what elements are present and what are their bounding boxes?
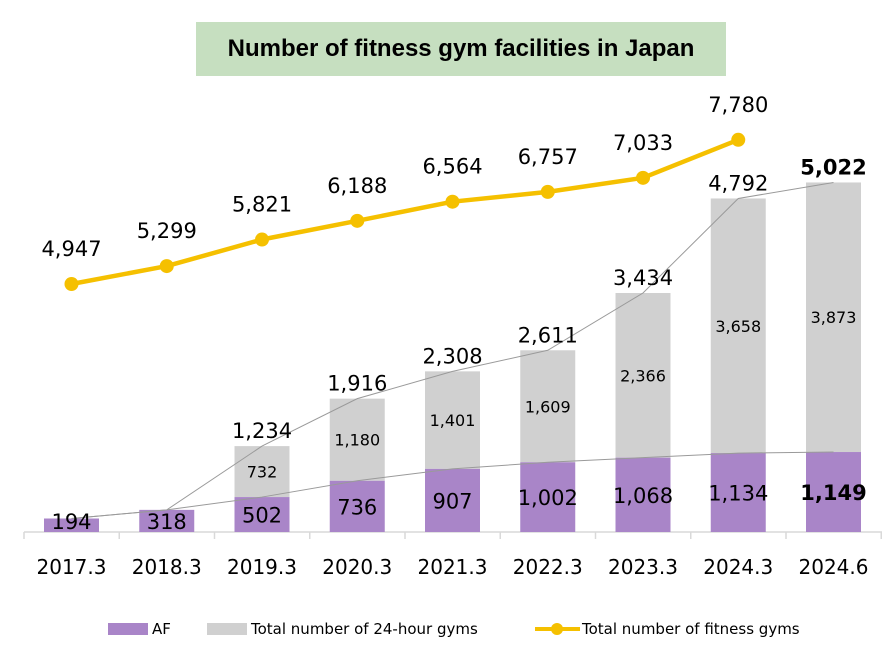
legend-swatch-af: [108, 623, 148, 635]
af-data-label: 1,002: [518, 486, 578, 510]
chart-title: Number of fitness gym facilities in Japa…: [227, 35, 695, 62]
fitness-gyms-point: [64, 277, 79, 291]
af-data-label: 1,134: [708, 482, 768, 506]
fitness-gyms-data-label: 6,188: [327, 174, 387, 198]
fitness-gyms-point: [540, 184, 555, 199]
fitness-gyms-data-label: 7,033: [613, 131, 673, 155]
bar-af: [234, 497, 290, 532]
fitness-gyms-line: [71, 137, 740, 287]
af-data-label: 907: [432, 489, 472, 513]
fitness-gyms-data-label: 7,780: [708, 93, 768, 117]
stack-total-label: 1,916: [327, 372, 387, 396]
24-hour-gyms-data-label: 3,873: [811, 308, 857, 327]
legend-marker-fitness: [551, 623, 563, 635]
bar-24hour-gyms: [710, 198, 766, 454]
24-hour-gyms-data-label: 3,658: [715, 317, 761, 336]
fitness-gyms-point: [445, 194, 460, 209]
stack-total-label: 1,234: [232, 419, 292, 443]
x-tick-label: 2022.3: [513, 555, 583, 579]
bar-af: [520, 462, 576, 532]
stack-total-label: 3,434: [613, 266, 673, 290]
legend-label-af: AF: [152, 620, 171, 638]
bar-24hour-gyms: [615, 292, 671, 458]
bar-af: [806, 452, 861, 532]
24-hour-gyms-data-label: 732: [247, 463, 278, 482]
fitness-gyms-point: [731, 132, 746, 147]
bar-24hour-gyms: [234, 446, 290, 498]
x-tick-label: 2024.6: [799, 555, 869, 579]
legend-label-24hour: Total number of 24-hour gyms: [250, 620, 478, 638]
af-data-label: 318: [147, 510, 187, 534]
bar-af: [615, 457, 671, 532]
fitness-gyms-point: [350, 213, 365, 228]
stack-total-label: 4,792: [708, 171, 768, 195]
x-tick-label: 2019.3: [227, 555, 297, 579]
stack-total-label: 5,022: [800, 155, 866, 179]
x-tick-label: 2018.3: [132, 555, 202, 579]
bar-af: [425, 468, 480, 532]
af-data-label: 502: [242, 504, 282, 528]
fitness-gyms-point: [636, 170, 650, 185]
x-tick-label: 2020.3: [322, 555, 392, 579]
24-hour-gyms-data-label: 1,180: [334, 431, 380, 450]
bar-24hour-gyms: [329, 398, 385, 481]
stack-total-label: 2,308: [422, 344, 482, 368]
fitness-gyms-data-label: 5,299: [137, 219, 197, 243]
bar-24hour-gyms: [425, 371, 480, 469]
chart-title-box: Number of fitness gym facilities in Japa…: [196, 22, 726, 76]
fitness-gyms-data-label: 5,821: [232, 193, 292, 217]
legend-swatch-24hour: [207, 623, 247, 635]
x-tick-label: 2017.3: [37, 555, 107, 579]
bar-24hour-gyms: [806, 182, 861, 453]
af-data-label: 1,068: [613, 484, 673, 508]
x-tick-label: 2023.3: [608, 555, 678, 579]
fitness-gyms-point: [255, 232, 269, 247]
24-hour-gyms-data-label: 1,609: [525, 397, 571, 416]
24-hour-gyms-data-label: 2,366: [620, 366, 666, 385]
bar-24hour-gyms: [520, 350, 576, 463]
af-data-label: 1,149: [800, 481, 866, 505]
bar-af: [139, 509, 195, 532]
fitness-gyms-data-label: 6,564: [422, 155, 482, 179]
fitness-gyms-data-label: 4,947: [41, 237, 101, 261]
fitness-gyms-data-label: 6,757: [518, 145, 578, 169]
af-connector: [71, 451, 834, 519]
x-tick-label: 2021.3: [418, 555, 488, 579]
bar-af: [44, 518, 99, 532]
stack-total-label: 2,611: [518, 323, 578, 347]
bar-af: [710, 453, 766, 532]
stack-total-connector: [71, 181, 834, 519]
fitness-gyms-point: [159, 259, 174, 274]
24-hour-gyms-data-label: 1,401: [430, 411, 476, 430]
af-data-label: 194: [51, 510, 91, 534]
af-data-label: 736: [337, 495, 377, 519]
bar-af: [329, 480, 385, 532]
x-tick-label: 2024.3: [703, 555, 773, 579]
legend-label-fitness: Total number of fitness gyms: [581, 620, 800, 638]
